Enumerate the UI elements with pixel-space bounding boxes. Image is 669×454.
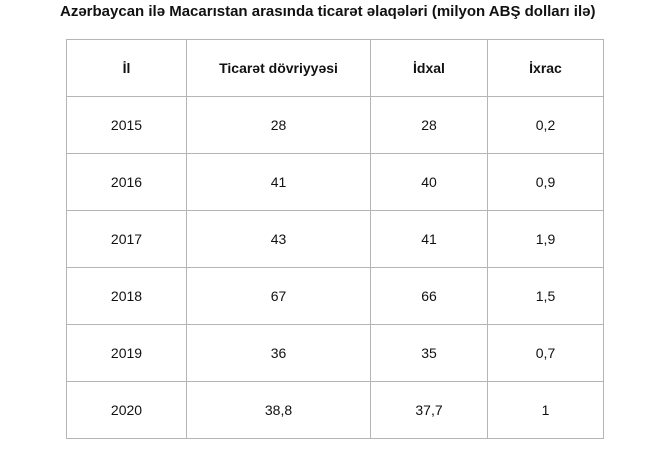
cell-trade-turnover: 41	[186, 153, 371, 211]
cell-import: 40	[370, 153, 488, 211]
cell-year: 2018	[66, 267, 187, 325]
cell-export: 1	[487, 381, 604, 439]
cell-trade-turnover: 36	[186, 324, 371, 382]
cell-export: 0,7	[487, 324, 604, 382]
table-row: 2020 38,8 37,7 1	[66, 381, 604, 439]
trade-table: İl Ticarət dövriyyəsi İdxal İxrac 2015 2…	[66, 39, 604, 439]
cell-import: 41	[370, 210, 488, 268]
cell-year: 2017	[66, 210, 187, 268]
page-title: Azərbaycan ilə Macarıstan arasında ticar…	[60, 3, 596, 20]
cell-export: 0,2	[487, 96, 604, 154]
cell-export: 0,9	[487, 153, 604, 211]
cell-export: 1,9	[487, 210, 604, 268]
cell-trade-turnover: 67	[186, 267, 371, 325]
cell-export: 1,5	[487, 267, 604, 325]
table-row: 2015 28 28 0,2	[66, 96, 604, 154]
cell-import: 66	[370, 267, 488, 325]
cell-year: 2020	[66, 381, 187, 439]
header-trade-turnover: Ticarət dövriyyəsi	[186, 39, 371, 97]
table-row: 2018 67 66 1,5	[66, 267, 604, 325]
cell-trade-turnover: 43	[186, 210, 371, 268]
cell-import: 37,7	[370, 381, 488, 439]
cell-year: 2019	[66, 324, 187, 382]
header-import: İdxal	[370, 39, 488, 97]
header-year: İl	[66, 39, 187, 97]
cell-import: 35	[370, 324, 488, 382]
table-row: 2019 36 35 0,7	[66, 324, 604, 382]
header-export: İxrac	[487, 39, 604, 97]
table-header-row: İl Ticarət dövriyyəsi İdxal İxrac	[66, 39, 604, 97]
cell-import: 28	[370, 96, 488, 154]
cell-year: 2015	[66, 96, 187, 154]
cell-year: 2016	[66, 153, 187, 211]
table-row: 2017 43 41 1,9	[66, 210, 604, 268]
cell-trade-turnover: 38,8	[186, 381, 371, 439]
table-row: 2016 41 40 0,9	[66, 153, 604, 211]
cell-trade-turnover: 28	[186, 96, 371, 154]
